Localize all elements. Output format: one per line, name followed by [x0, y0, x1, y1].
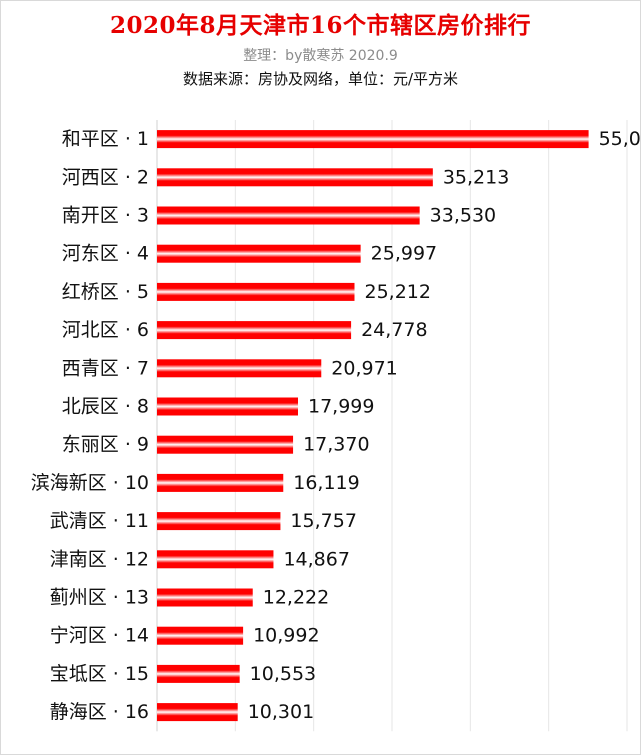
bar [157, 244, 361, 263]
value-label: 12,222 [263, 587, 329, 609]
value-label: 14,867 [283, 548, 349, 570]
category-label: 宁河区 · 14 [50, 625, 149, 647]
value-label: 33,530 [430, 205, 496, 227]
bar [157, 512, 281, 531]
bar [157, 550, 274, 569]
category-label: 宝坻区 · 15 [50, 663, 149, 685]
category-label: 河西区 · 2 [62, 166, 149, 188]
bar [157, 664, 240, 683]
bar [157, 626, 244, 645]
bar [157, 206, 420, 225]
category-label: 河东区 · 4 [62, 243, 149, 265]
value-label: 10,553 [250, 663, 316, 685]
value-label: 10,992 [253, 625, 319, 647]
value-label: 17,999 [308, 396, 374, 418]
bar [157, 282, 355, 301]
bars [157, 130, 589, 722]
category-label: 滨海新区 · 10 [31, 472, 149, 494]
category-label: 静海区 · 16 [50, 701, 149, 723]
category-label: 西青区 · 7 [62, 357, 149, 379]
category-label: 和平区 · 1 [62, 128, 149, 150]
value-label: 20,971 [331, 357, 397, 379]
category-label: 北辰区 · 8 [62, 396, 149, 418]
bar [157, 168, 433, 187]
chart-title: 2020年8月天津市16个市辖区房价排行 [109, 12, 532, 39]
category-label: 蓟州区 · 13 [50, 587, 149, 609]
category-label: 红桥区 · 5 [62, 281, 149, 303]
bar [157, 435, 294, 454]
value-label: 15,757 [290, 510, 356, 532]
value-label: 24,778 [361, 319, 427, 341]
bar [157, 703, 238, 722]
bar [157, 588, 253, 607]
category-label: 津南区 · 12 [50, 548, 149, 570]
category-label: 河北区 · 6 [62, 319, 149, 341]
bar [157, 130, 589, 149]
value-label: 16,119 [293, 472, 359, 494]
value-label: 35,213 [443, 166, 509, 188]
value-label: 17,370 [303, 434, 369, 456]
bar [157, 397, 298, 416]
category-label: 南开区 · 3 [62, 205, 149, 227]
value-label: 25,212 [364, 281, 430, 303]
bar [157, 321, 352, 340]
value-label: 25,997 [371, 243, 437, 265]
category-label: 武清区 · 11 [50, 510, 149, 532]
value-label: 55,097 [599, 128, 641, 150]
category-label: 东丽区 · 9 [62, 434, 149, 456]
value-label: 10,301 [248, 701, 314, 723]
bar [157, 359, 322, 378]
bar [157, 473, 284, 492]
labels: 和平区 · 1 55,097 河西区 · 2 35,213 南开区 · 3 33,530 河… [31, 128, 641, 723]
data-source-note: 数据来源：房协及网络，单位：元/平方米 [182, 70, 459, 88]
chart-subtitle: 整理：by散寒苏 2020.9 [243, 48, 398, 64]
